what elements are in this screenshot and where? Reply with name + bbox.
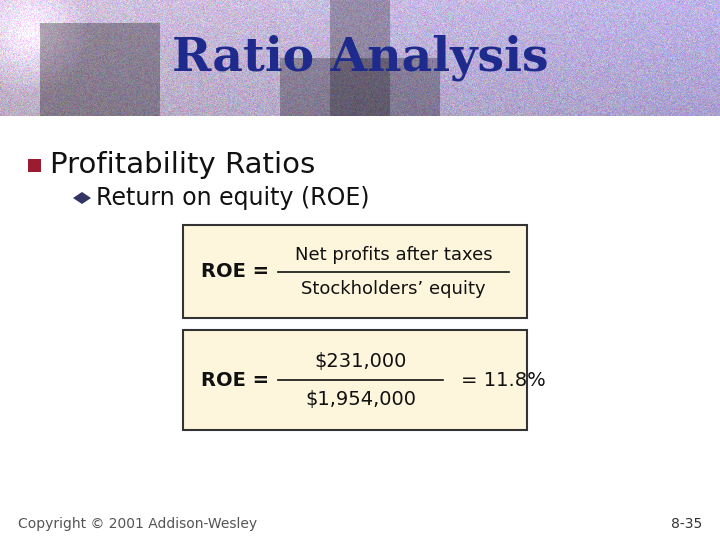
Text: Ratio Analysis: Ratio Analysis: [171, 35, 549, 81]
Text: Return on equity (ROE): Return on equity (ROE): [96, 186, 369, 210]
Text: 8-35: 8-35: [671, 517, 702, 531]
Text: Net profits after taxes: Net profits after taxes: [294, 246, 492, 264]
Text: Profitability Ratios: Profitability Ratios: [50, 151, 315, 179]
FancyBboxPatch shape: [28, 159, 41, 172]
Text: Copyright © 2001 Addison-Wesley: Copyright © 2001 Addison-Wesley: [18, 517, 257, 531]
Text: ROE =: ROE =: [201, 262, 276, 281]
Text: ROE =: ROE =: [201, 370, 276, 389]
Text: $231,000: $231,000: [315, 352, 407, 370]
Text: $1,954,000: $1,954,000: [305, 389, 416, 408]
FancyBboxPatch shape: [183, 225, 527, 318]
Text: Stockholders’ equity: Stockholders’ equity: [301, 280, 486, 298]
FancyBboxPatch shape: [183, 330, 527, 430]
Text: = 11.8%: = 11.8%: [461, 370, 546, 389]
Polygon shape: [73, 192, 91, 204]
